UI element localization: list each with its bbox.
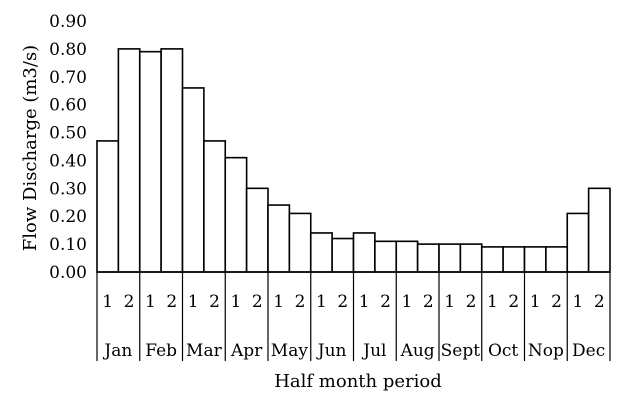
y-tick-label: 0.80 xyxy=(49,40,87,60)
half-label: 1 xyxy=(573,292,584,312)
y-tick-label: 0.70 xyxy=(49,68,87,88)
bar xyxy=(416,243,440,273)
bar xyxy=(438,243,462,273)
y-tick-label: 0.30 xyxy=(49,179,87,199)
bar xyxy=(352,232,376,273)
half-label: 1 xyxy=(487,292,498,312)
half-label: 2 xyxy=(508,292,519,312)
y-tick-label: 0.90 xyxy=(49,12,87,32)
bar xyxy=(502,246,526,273)
bar xyxy=(203,140,227,273)
month-label: Dec xyxy=(572,341,605,361)
y-tick-label: 0.50 xyxy=(49,124,87,144)
bar xyxy=(181,87,205,273)
bar xyxy=(459,243,483,273)
half-label: 1 xyxy=(231,292,242,312)
y-tick-label: 0.20 xyxy=(49,207,87,227)
bar xyxy=(288,212,312,273)
month-label: Jun xyxy=(316,341,347,361)
half-label: 2 xyxy=(166,292,177,312)
x-axis-title: Half month period xyxy=(274,371,442,392)
month-label: Jul xyxy=(361,341,386,361)
bar xyxy=(395,240,419,273)
bar xyxy=(138,50,162,273)
y-tick-label: 0.00 xyxy=(49,263,87,283)
bar xyxy=(96,140,120,273)
bar xyxy=(331,237,355,273)
half-label: 2 xyxy=(466,292,477,312)
half-label: 1 xyxy=(444,292,455,312)
bar xyxy=(374,240,398,273)
half-label: 2 xyxy=(423,292,434,312)
half-label: 1 xyxy=(316,292,327,312)
bar xyxy=(224,156,248,273)
bar xyxy=(267,204,291,273)
month-label: Apr xyxy=(230,341,263,361)
month-label: Oct xyxy=(488,341,518,361)
bar xyxy=(480,246,504,273)
half-label: 2 xyxy=(594,292,605,312)
half-label: 2 xyxy=(209,292,220,312)
month-label: Aug xyxy=(400,341,435,361)
month-label: Sept xyxy=(441,341,481,361)
y-tick-label: 0.10 xyxy=(49,235,87,255)
half-label: 1 xyxy=(273,292,284,312)
half-label: 2 xyxy=(124,292,135,312)
bar xyxy=(309,232,333,273)
month-label: Jan xyxy=(102,341,132,361)
bar xyxy=(245,187,269,273)
half-label: 1 xyxy=(188,292,199,312)
month-label: Feb xyxy=(145,341,177,361)
bars xyxy=(96,48,611,273)
bar xyxy=(523,246,547,273)
half-label: 1 xyxy=(145,292,156,312)
y-axis-title: Flow Discharge (m3/s) xyxy=(20,45,41,251)
month-label: May xyxy=(271,341,309,361)
half-label: 2 xyxy=(295,292,306,312)
half-label: 2 xyxy=(252,292,263,312)
half-label: 1 xyxy=(530,292,541,312)
half-label: 2 xyxy=(380,292,391,312)
month-label: Mar xyxy=(186,341,223,361)
half-label: 1 xyxy=(359,292,370,312)
month-label: Nop xyxy=(528,341,564,361)
bar xyxy=(587,187,611,273)
half-label: 2 xyxy=(551,292,562,312)
bar xyxy=(160,48,184,273)
bar xyxy=(566,212,590,273)
y-axis-ticks: 0.00 0.10 0.20 0.30 0.40 0.50 0.60 0.70 0.80 0.90 xyxy=(49,12,87,283)
half-label: 1 xyxy=(402,292,413,312)
bar xyxy=(545,246,569,273)
half-label: 1 xyxy=(102,292,113,312)
half-label: 2 xyxy=(337,292,348,312)
bar xyxy=(117,48,141,273)
y-tick-label: 0.40 xyxy=(49,151,87,171)
y-tick-label: 0.60 xyxy=(49,96,87,116)
